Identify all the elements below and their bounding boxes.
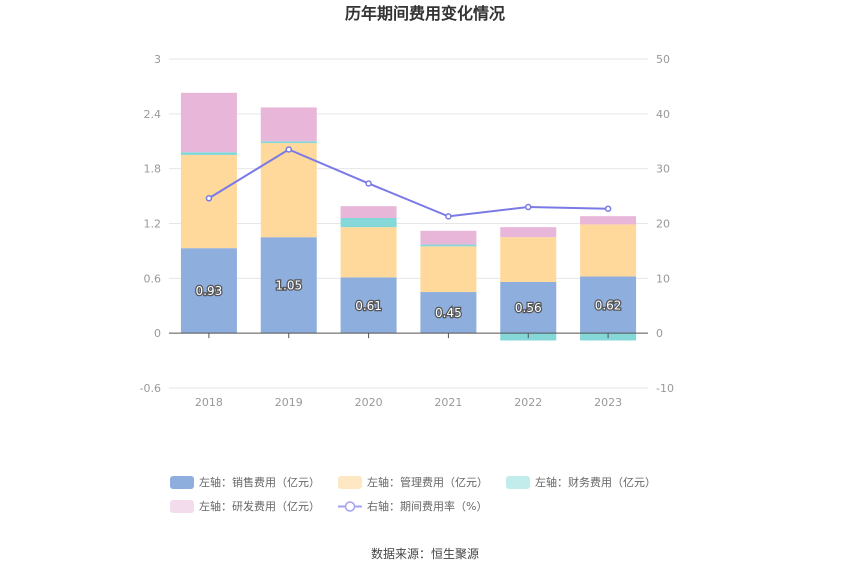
bar-2020-series-0 (340, 277, 397, 334)
bar-data-label: 0.62 (595, 298, 622, 312)
bar-2019-series-1 (260, 143, 317, 238)
bar-2019-series-3 (260, 107, 317, 142)
y-right-tick-label: 20 (656, 218, 670, 231)
rate-line (205, 146, 612, 220)
y-left-tick-label: 3 (154, 53, 161, 66)
bar-2018-series-2 (180, 152, 237, 155)
bar-2023-series-0 (580, 276, 637, 334)
legend-item-rnd[interactable]: 左轴：研发费用（亿元） (170, 498, 320, 514)
y-right-tick-label: 30 (656, 163, 670, 176)
bar-2023-series-3 (580, 216, 637, 225)
x-tick-label: 2023 (594, 396, 622, 409)
bar-data-label: 1.05 (275, 279, 302, 293)
rate-point-2019 (285, 146, 292, 153)
legend-line-icon (338, 500, 362, 513)
legend-swatch-rnd (170, 499, 194, 513)
bar-2018-series-0 (180, 248, 237, 334)
bar-2020-series-2 (340, 218, 397, 228)
rate-point-2023 (604, 205, 612, 212)
legend-swatch-sales (170, 475, 194, 489)
bar-2021-series-0 (420, 292, 477, 334)
axes: -0.6 0 0.6 1.2 1.8 2.4 3 -10 0 10 20 30 40 50 2018 2019… (140, 53, 674, 409)
legend-label-finance: 左轴：财务费用（亿元） (535, 476, 656, 489)
bar-2023-series-1 (580, 224, 637, 277)
legend-item-sales[interactable]: 左轴：销售费用（亿元） (170, 474, 320, 490)
bar-data-label: 0.56 (515, 301, 542, 315)
y-left-tick-label: 1.2 (144, 218, 162, 231)
grid-lines (169, 58, 648, 389)
x-tick-label: 2022 (514, 396, 542, 409)
bar-2022-series-3 (500, 227, 557, 238)
x-tick-label: 2018 (195, 396, 223, 409)
bar-data-label: 0.61 (355, 299, 382, 313)
y-left-tick-label: -0.6 (140, 382, 161, 395)
source-note: 数据来源：恒生聚源 (370, 547, 479, 561)
y-right-tick-label: 10 (656, 272, 670, 285)
y-right-tick-label: 40 (656, 108, 670, 121)
chart-title: 历年期间费用变化情况 (345, 4, 505, 23)
x-tick-label: 2021 (434, 396, 462, 409)
y-left-tick-label: 1.8 (144, 163, 162, 176)
bar-2022-series-1 (500, 237, 557, 282)
legend: 左轴：销售费用（亿元） 左轴：管理费用（亿元） 左轴：财务费用（亿元） 左轴：研… (170, 470, 690, 518)
bar-2018-series-1 (180, 154, 237, 249)
legend-item-admin[interactable]: 左轴：管理费用（亿元） (338, 474, 488, 490)
y-right-tick-label: 0 (656, 327, 663, 340)
legend-swatch-admin (338, 475, 362, 489)
legend-label-sales: 左轴：销售费用（亿元） (199, 476, 320, 489)
y-right-tick-label: -10 (656, 382, 674, 395)
rate-point-2021 (445, 213, 452, 220)
bar-2019-series-0 (260, 237, 317, 334)
bar-2020-series-3 (340, 206, 397, 219)
rate-point-2020 (365, 180, 372, 187)
bar-2021-series-2 (420, 244, 477, 247)
y-right-tick-label: 50 (656, 53, 670, 66)
legend-item-rate[interactable]: 右轴：期间费用率（%） (338, 498, 487, 514)
legend-swatch-finance (506, 475, 530, 489)
legend-item-finance[interactable]: 左轴：财务费用（亿元） (506, 474, 656, 490)
bar-data-label: 0.45 (435, 306, 462, 320)
bar-2018-series-3 (180, 92, 237, 153)
bar-data-label: 0.93 (196, 284, 223, 298)
bar-2021-series-1 (420, 246, 477, 293)
y-left-tick-label: 2.4 (144, 108, 162, 121)
legend-label-rnd: 左轴：研发费用（亿元） (199, 500, 320, 513)
bar-2022-series-0 (500, 281, 557, 334)
legend-label-admin: 左轴：管理费用（亿元） (367, 476, 488, 489)
x-tick-label: 2019 (275, 396, 303, 409)
bar-marks (180, 92, 637, 341)
bar-2020-series-1 (340, 227, 397, 278)
bar-labels: 0.93 1.05 0.61 0.45 0.56 0.62 (194, 277, 622, 321)
rate-point-2022 (525, 203, 532, 211)
y-left-tick-label: 0.6 (144, 272, 162, 285)
bar-2019-series-2 (260, 141, 317, 144)
legend-label-rate: 右轴：期间费用率（%） (367, 500, 488, 513)
rate-line-path (208, 148, 609, 218)
y-left-tick-label: 0 (154, 327, 161, 340)
bar-2021-series-3 (420, 230, 477, 245)
rate-point-2018 (205, 195, 213, 202)
x-tick-label: 2020 (355, 396, 383, 409)
